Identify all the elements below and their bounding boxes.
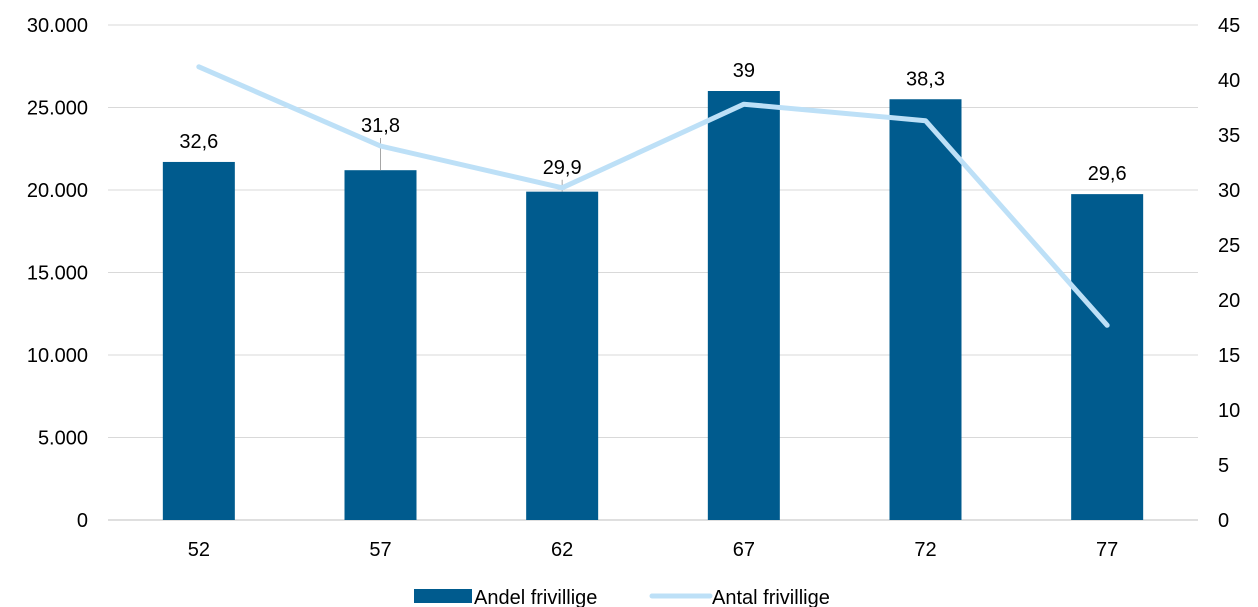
- data-label: 29,6: [1088, 163, 1127, 185]
- x-axis-ticks: 52 57 62 67 72 77: [188, 539, 1119, 561]
- left-axis-tick-label: 0: [77, 510, 88, 532]
- line-series: [196, 64, 1110, 328]
- data-labels: 32,6 31,8 29,9 39 38,3 29,6: [179, 60, 1126, 185]
- right-axis-tick-label: 10: [1218, 400, 1240, 422]
- left-axis-tick-label: 5.000: [38, 428, 88, 450]
- data-label: 38,3: [906, 68, 945, 90]
- right-axis-tick-label: 25: [1218, 235, 1240, 257]
- x-axis-tick-label: 67: [733, 539, 755, 561]
- bar: [526, 191, 599, 520]
- bar: [707, 91, 780, 520]
- data-label: 31,8: [361, 115, 400, 137]
- bar: [1071, 194, 1144, 520]
- left-axis-tick-label: 30.000: [27, 15, 88, 37]
- bar: [344, 170, 417, 520]
- x-axis-tick-label: 52: [188, 539, 210, 561]
- bar-series: [162, 91, 1144, 520]
- x-axis-tick-label: 77: [1096, 539, 1118, 561]
- left-axis-tick-label: 10.000: [27, 345, 88, 367]
- left-axis-tick-label: 20.000: [27, 180, 88, 202]
- legend-label-andel: Andel frivillige: [474, 587, 597, 607]
- left-axis-ticks: 0 5.000 10.000 15.000 20.000 25.000 30.000: [27, 15, 88, 532]
- right-axis-tick-label: 40: [1218, 70, 1240, 92]
- bar: [889, 99, 962, 520]
- legend: Andel frivillige Antal frivillige: [414, 587, 830, 607]
- legend-swatch-andel: [414, 589, 472, 603]
- right-axis-tick-label: 30: [1218, 180, 1240, 202]
- bar: [162, 161, 235, 520]
- right-axis-tick-label: 35: [1218, 125, 1240, 147]
- right-axis-tick-label: 15: [1218, 345, 1240, 367]
- left-axis-tick-label: 25.000: [27, 98, 88, 120]
- x-axis-tick-label: 57: [369, 539, 391, 561]
- right-axis-tick-label: 20: [1218, 290, 1240, 312]
- data-label: 39: [733, 60, 755, 82]
- right-axis-tick-label: 0: [1218, 510, 1229, 532]
- legend-label-antal: Antal frivillige: [712, 587, 830, 607]
- left-axis-tick-label: 15.000: [27, 263, 88, 285]
- right-axis-tick-label: 5: [1218, 455, 1229, 477]
- x-axis-tick-label: 62: [551, 539, 573, 561]
- series-line: [196, 64, 1110, 328]
- right-axis-ticks: 0 5 10 15 20 25 30 35 40 45: [1218, 15, 1240, 532]
- right-axis-tick-label: 45: [1218, 15, 1240, 37]
- data-label: 32,6: [179, 131, 218, 153]
- data-label: 29,9: [543, 157, 582, 179]
- x-axis-tick-label: 72: [914, 539, 936, 561]
